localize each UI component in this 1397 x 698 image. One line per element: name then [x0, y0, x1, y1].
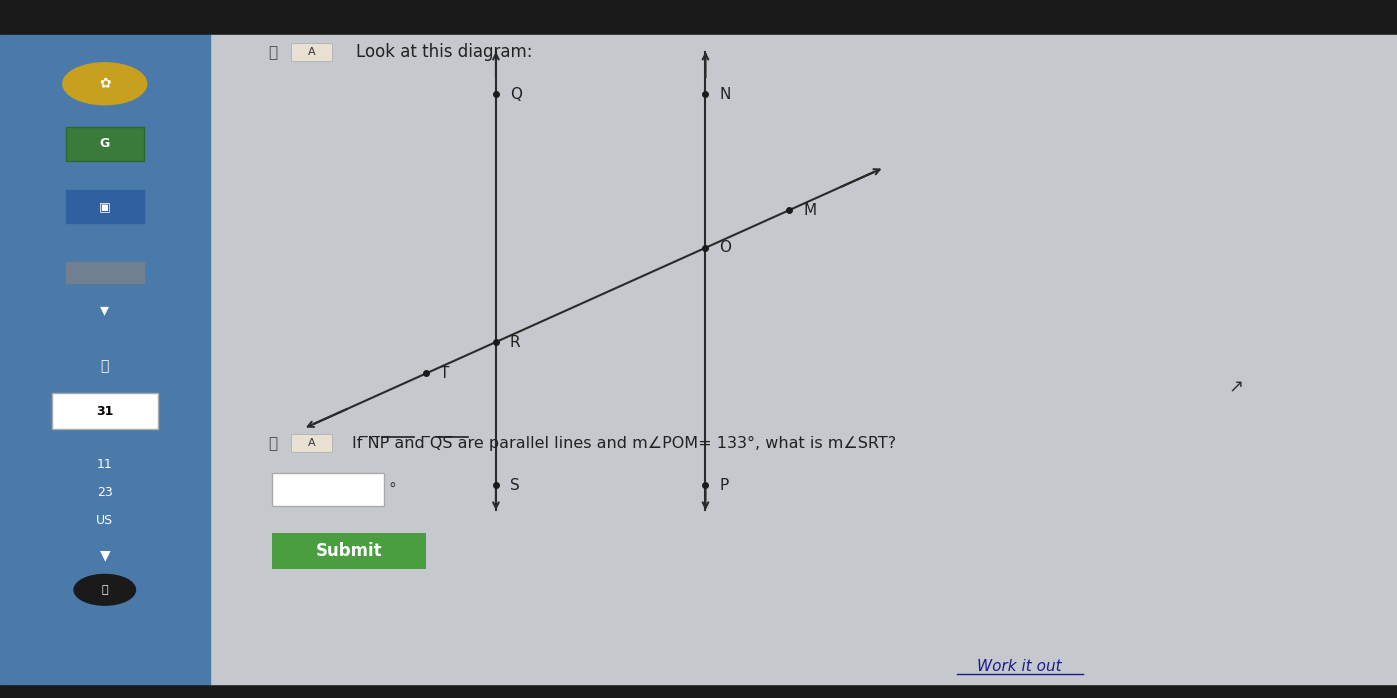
- Text: 🔊: 🔊: [268, 436, 277, 451]
- Text: 🎤: 🎤: [101, 359, 109, 373]
- Text: ▼: ▼: [99, 548, 110, 562]
- Text: A: A: [307, 47, 316, 57]
- Text: O: O: [719, 240, 732, 255]
- Text: US: US: [96, 514, 113, 526]
- Bar: [52, 393, 158, 429]
- Text: R: R: [510, 334, 521, 350]
- Text: N: N: [719, 87, 731, 102]
- Bar: [291, 43, 332, 61]
- Text: °: °: [388, 482, 397, 497]
- Bar: [66, 262, 144, 283]
- Bar: [66, 127, 144, 161]
- Text: If ̅N̅P̅ and ̅Q̅S̅ are parallel lines and m∠POM= 133°, what is m∠SRT?: If ̅N̅P̅ and ̅Q̅S̅ are parallel lines an…: [352, 436, 895, 451]
- Text: 📷: 📷: [102, 585, 108, 595]
- Text: 31: 31: [96, 405, 113, 417]
- Bar: [210, 35, 1397, 684]
- Text: M: M: [803, 202, 816, 218]
- Bar: [272, 473, 384, 506]
- Bar: [291, 434, 332, 452]
- Bar: [66, 190, 144, 223]
- Text: 11: 11: [96, 458, 113, 470]
- Text: ↗: ↗: [1229, 378, 1243, 396]
- Circle shape: [63, 63, 147, 105]
- Text: Work it out: Work it out: [978, 659, 1062, 674]
- Text: G: G: [99, 138, 110, 150]
- Text: ▣: ▣: [99, 200, 110, 213]
- Bar: [272, 533, 426, 569]
- Text: 🔊: 🔊: [268, 45, 277, 60]
- Text: ▾: ▾: [101, 302, 109, 320]
- Text: P: P: [719, 477, 729, 493]
- Circle shape: [74, 574, 136, 605]
- Text: 23: 23: [96, 486, 113, 498]
- Text: Submit: Submit: [316, 542, 383, 560]
- Bar: [0, 35, 210, 684]
- Text: S: S: [510, 477, 520, 493]
- Text: ✿: ✿: [99, 77, 110, 91]
- Text: Look at this diagram:: Look at this diagram:: [356, 43, 532, 61]
- Text: T: T: [440, 366, 450, 381]
- Text: Q: Q: [510, 87, 522, 102]
- Text: A: A: [307, 438, 316, 448]
